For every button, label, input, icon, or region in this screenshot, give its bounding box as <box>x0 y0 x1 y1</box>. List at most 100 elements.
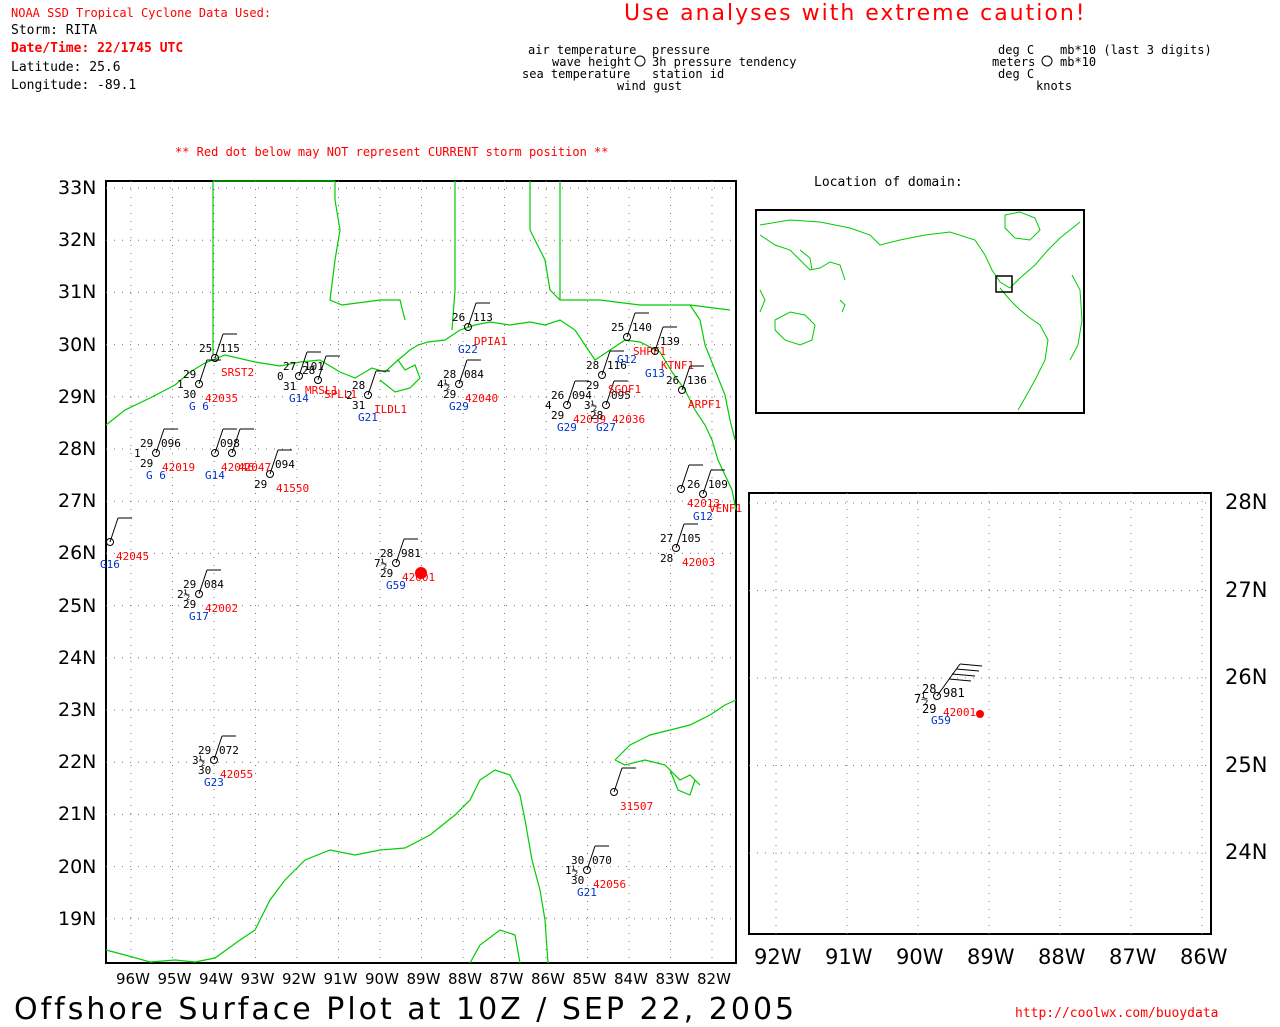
station-sea-temp: 29 <box>254 478 267 491</box>
zoom-lat-label: 27N <box>1225 577 1268 602</box>
station-id: 42003 <box>682 556 715 569</box>
caution-warning: Use analyses with extreme caution! <box>624 1 1087 26</box>
wind-barb <box>269 449 279 475</box>
station-sat-id: G14 <box>289 392 309 405</box>
station-air-temp: 27 <box>283 360 296 373</box>
zoom-lon-label: 89W <box>967 945 1015 969</box>
station-sea-temp: 29 <box>183 598 196 611</box>
station-circle <box>364 391 372 399</box>
units-tendency: mb*10 <box>1060 55 1097 69</box>
station-pressure: 070 <box>592 854 612 867</box>
station-sea-temp: 29 <box>140 457 153 470</box>
wind-barb <box>702 469 712 495</box>
station-id: MRSL1 <box>305 384 338 397</box>
wind-barb <box>601 350 611 376</box>
main-lon-label: 91W <box>323 970 358 988</box>
station-sea-temp: 28 <box>660 552 673 565</box>
wind-barb <box>566 380 576 406</box>
inset-title: Location of domain: <box>814 175 963 190</box>
wind-barb <box>109 517 119 543</box>
latitude-label: Latitude: 25.6 <box>11 60 121 75</box>
station-pressure: 136 <box>687 374 707 387</box>
station-id: 42046 <box>221 461 254 474</box>
station-pressure: 113 <box>473 311 493 324</box>
station-air-temp: 29 <box>140 437 153 450</box>
station-id: 42019 <box>162 461 195 474</box>
zoom-wind-barb <box>936 663 983 697</box>
wind-barb <box>213 735 223 761</box>
station-wave-height: 0 <box>277 370 284 383</box>
station-sea-temp: 29 <box>586 379 599 392</box>
station-circle <box>678 386 686 394</box>
units-wind-gust: knots <box>1036 79 1073 93</box>
station-sat-id: G21 <box>358 411 378 424</box>
main-lon-label: 96W <box>116 970 150 988</box>
station-sat-id: G29 <box>557 421 577 434</box>
station-pressure: 140 <box>632 321 652 334</box>
station-circle <box>677 485 685 493</box>
source-url[interactable]: http://coolwx.com/buoydata <box>1015 1006 1219 1021</box>
zoom-lat-label: 26N <box>1225 665 1268 689</box>
station-sat-id: G21 <box>577 886 597 899</box>
station-circle <box>228 449 236 457</box>
station-sat-id: G12 <box>617 353 637 366</box>
main-lat-label: 24N <box>58 646 97 669</box>
station-wave-height: 3½ <box>192 754 205 767</box>
station-wave-height: 1 <box>134 447 141 460</box>
main-lat-label: 20N <box>58 855 97 878</box>
main-lon-label: 89W <box>406 970 441 988</box>
station-id: 42013 <box>687 497 720 510</box>
wind-barb <box>681 365 691 391</box>
station-pressure: 981 <box>401 547 421 560</box>
units-air-temp: deg C <box>998 43 1035 57</box>
legend-station-id: station id <box>652 67 725 81</box>
station-id: 42035 <box>205 392 238 405</box>
main-lat-label: 28N <box>58 438 97 460</box>
zoom-lat-label: 25N <box>1225 752 1268 777</box>
station-circle <box>583 866 591 874</box>
station-wave-height: 4½ <box>437 378 450 391</box>
wind-barb <box>298 351 308 377</box>
main-lat-label: 26N <box>58 542 97 565</box>
station-circle <box>210 756 218 764</box>
station-id: 42036 <box>612 413 645 426</box>
station-circle <box>602 401 610 409</box>
station-wave-height: 2 <box>346 389 353 402</box>
station-circle <box>672 544 680 552</box>
station-air-temp: 29 <box>198 744 211 757</box>
wind-barb <box>675 523 685 549</box>
wind-barb <box>395 538 405 564</box>
wind-barb <box>317 355 327 381</box>
station-id: 31507 <box>620 800 653 813</box>
station-circle <box>266 470 274 478</box>
main-lat-label: 19N <box>58 907 97 930</box>
station-sat-id: G29 <box>449 400 469 413</box>
station-air-temp: 30 <box>571 854 584 867</box>
station-sat-id: G 6 <box>189 400 209 413</box>
station-circle <box>598 371 606 379</box>
main-lon-label: 94W <box>199 970 233 988</box>
legend-pressure-tendency: 3h pressure tendency <box>652 55 797 69</box>
station-air-temp: 29 <box>183 578 196 591</box>
station-id: 42047 <box>238 461 271 474</box>
station-sat-id: G12 <box>693 510 713 523</box>
wind-barb <box>586 845 596 871</box>
storm-position-dot <box>415 567 427 579</box>
station-circle <box>651 347 659 355</box>
zoom-lon-label: 92W <box>754 945 802 969</box>
station-id: VENF1 <box>709 502 742 515</box>
main-lon-label: 88W <box>448 970 482 988</box>
longitude-label: Longitude: -89.1 <box>11 78 137 93</box>
station-air-temp: 28 <box>352 379 365 392</box>
station-circle <box>152 449 160 457</box>
zoom-lon-label: 90W <box>896 945 944 969</box>
main-lon-label: 82W <box>697 970 731 988</box>
station-id: DPIA1 <box>474 335 507 348</box>
station-pressure: 105 <box>681 532 701 545</box>
station-sat-id: G14 <box>205 469 225 482</box>
storm-name: Storm: RITA <box>11 23 98 38</box>
units-pressure: mb*10 (last 3 digits) <box>1060 43 1212 57</box>
station-circle <box>195 590 203 598</box>
station-sea-temp: 29 <box>380 567 393 580</box>
